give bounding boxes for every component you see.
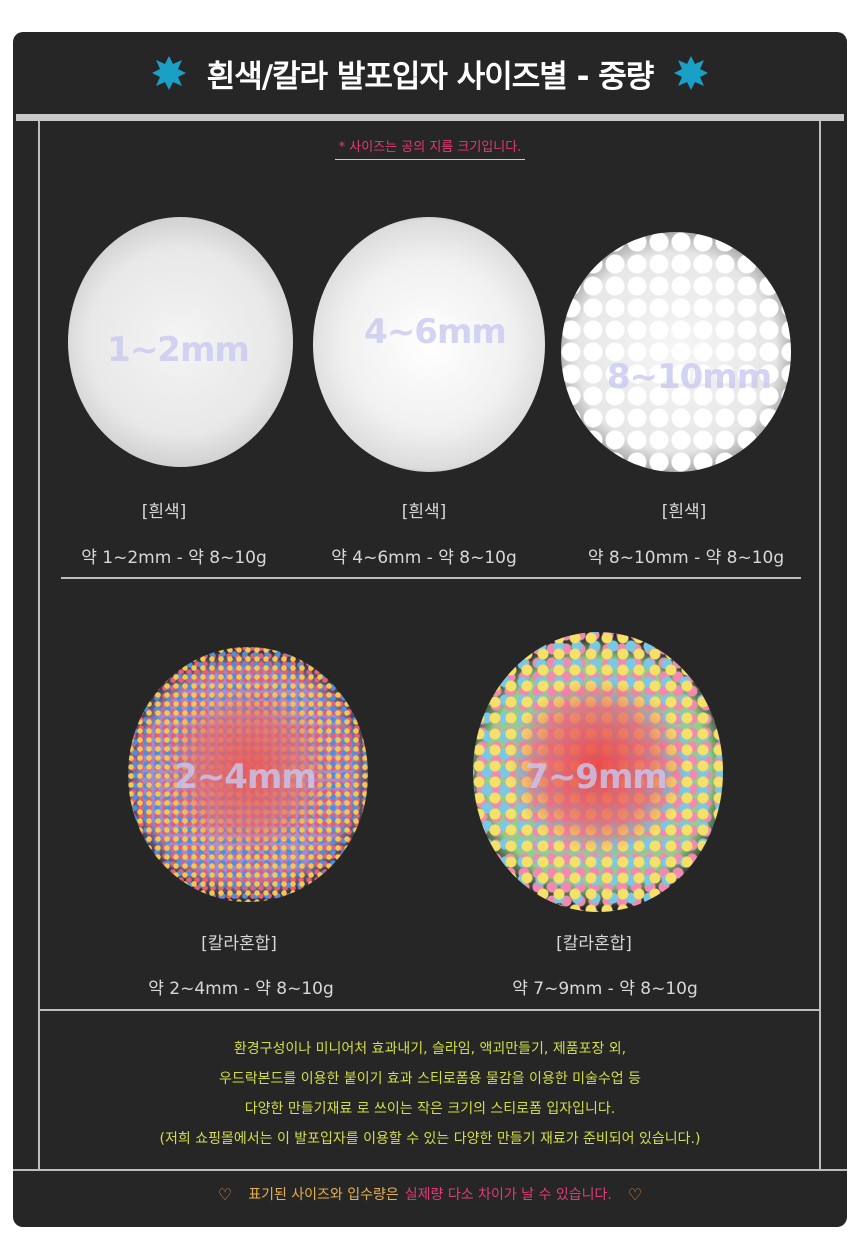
section-divider: [61, 577, 801, 579]
page-title: 흰색/칼라 발포입자 사이즈별 - 중량: [206, 58, 655, 95]
size-weight-info: 약 7~9mm - 약 8~10g: [512, 979, 698, 999]
size-label: 8~10mm: [606, 357, 772, 397]
title-row: 흰색/칼라 발포입자 사이즈별 - 중량: [13, 32, 847, 114]
size-weight-info: 약 8~10mm - 약 8~10g: [587, 548, 785, 568]
description-line: (저희 쇼핑몰에서는 이 발포입자를 이용할 수 있는 다양한 만들기 재료가 …: [159, 1131, 701, 1147]
star-ornament-icon: [151, 56, 186, 90]
size-note: * 사이즈는 공의 지름 크기입니다.: [13, 136, 847, 160]
size-weight-info: 약 2~4mm - 약 8~10g: [148, 979, 334, 999]
description-line: 우드락본드를 이용한 붙이기 효과 스티로폼용 물감을 이용한 미술수업 등: [219, 1071, 641, 1087]
product-info-card: 흰색/칼라 발포입자 사이즈별 - 중량 * 사이즈는 공의 지름 크기입니다.…: [13, 32, 847, 1227]
color-tag: [칼라혼합]: [201, 934, 277, 954]
description-line: 다양한 만들기재료 로 쓰이는 작은 크기의 스티로폼 입자입니다.: [244, 1101, 616, 1117]
star-ornament-icon: [674, 56, 709, 90]
footer-notice: ♡ 표기된 사이즈와 입수량은 실제량 다소 차이가 날 수 있습니다. ♡: [13, 1184, 847, 1204]
color-tag: [흰색]: [661, 502, 707, 522]
size-label: 2~4mm: [174, 757, 317, 797]
size-weight-info: 약 4~6mm - 약 8~10g: [331, 548, 517, 568]
frame-right-line: [819, 121, 821, 1171]
product-description: 환경구성이나 미니어처 효과내기, 슬라임, 액괴만들기, 제품포장 외, 우드…: [13, 1034, 847, 1154]
size-label: 1~2mm: [107, 330, 250, 370]
size-label: 4~6mm: [364, 312, 507, 352]
white-particles-small-image: [68, 217, 293, 467]
description-line: 환경구성이나 미니어처 효과내기, 슬라임, 액괴만들기, 제품포장 외,: [233, 1041, 627, 1057]
color-particles-small-image: [128, 647, 368, 902]
white-particles-large-image: [561, 232, 791, 472]
white-particles-medium-image: [313, 217, 545, 472]
footer-text-a: 표기된 사이즈와 입수량은: [248, 1187, 399, 1203]
footer-top-line: [13, 1169, 847, 1171]
frame-left-line: [38, 121, 40, 1171]
color-tag: [흰색]: [141, 502, 187, 522]
color-particles-large-image: [473, 632, 723, 912]
description-top-line: [38, 1009, 821, 1011]
header-divider: [16, 114, 844, 121]
footer-text-b: 실제량 다소 차이가 날 수 있습니다.: [404, 1187, 612, 1203]
color-tag: [흰색]: [401, 502, 447, 522]
heart-icon: ♡: [217, 1184, 233, 1204]
size-weight-info: 약 1~2mm - 약 8~10g: [81, 548, 267, 568]
size-label: 7~9mm: [525, 757, 668, 797]
color-tag: [칼라혼합]: [556, 934, 632, 954]
heart-icon: ♡: [627, 1184, 643, 1204]
